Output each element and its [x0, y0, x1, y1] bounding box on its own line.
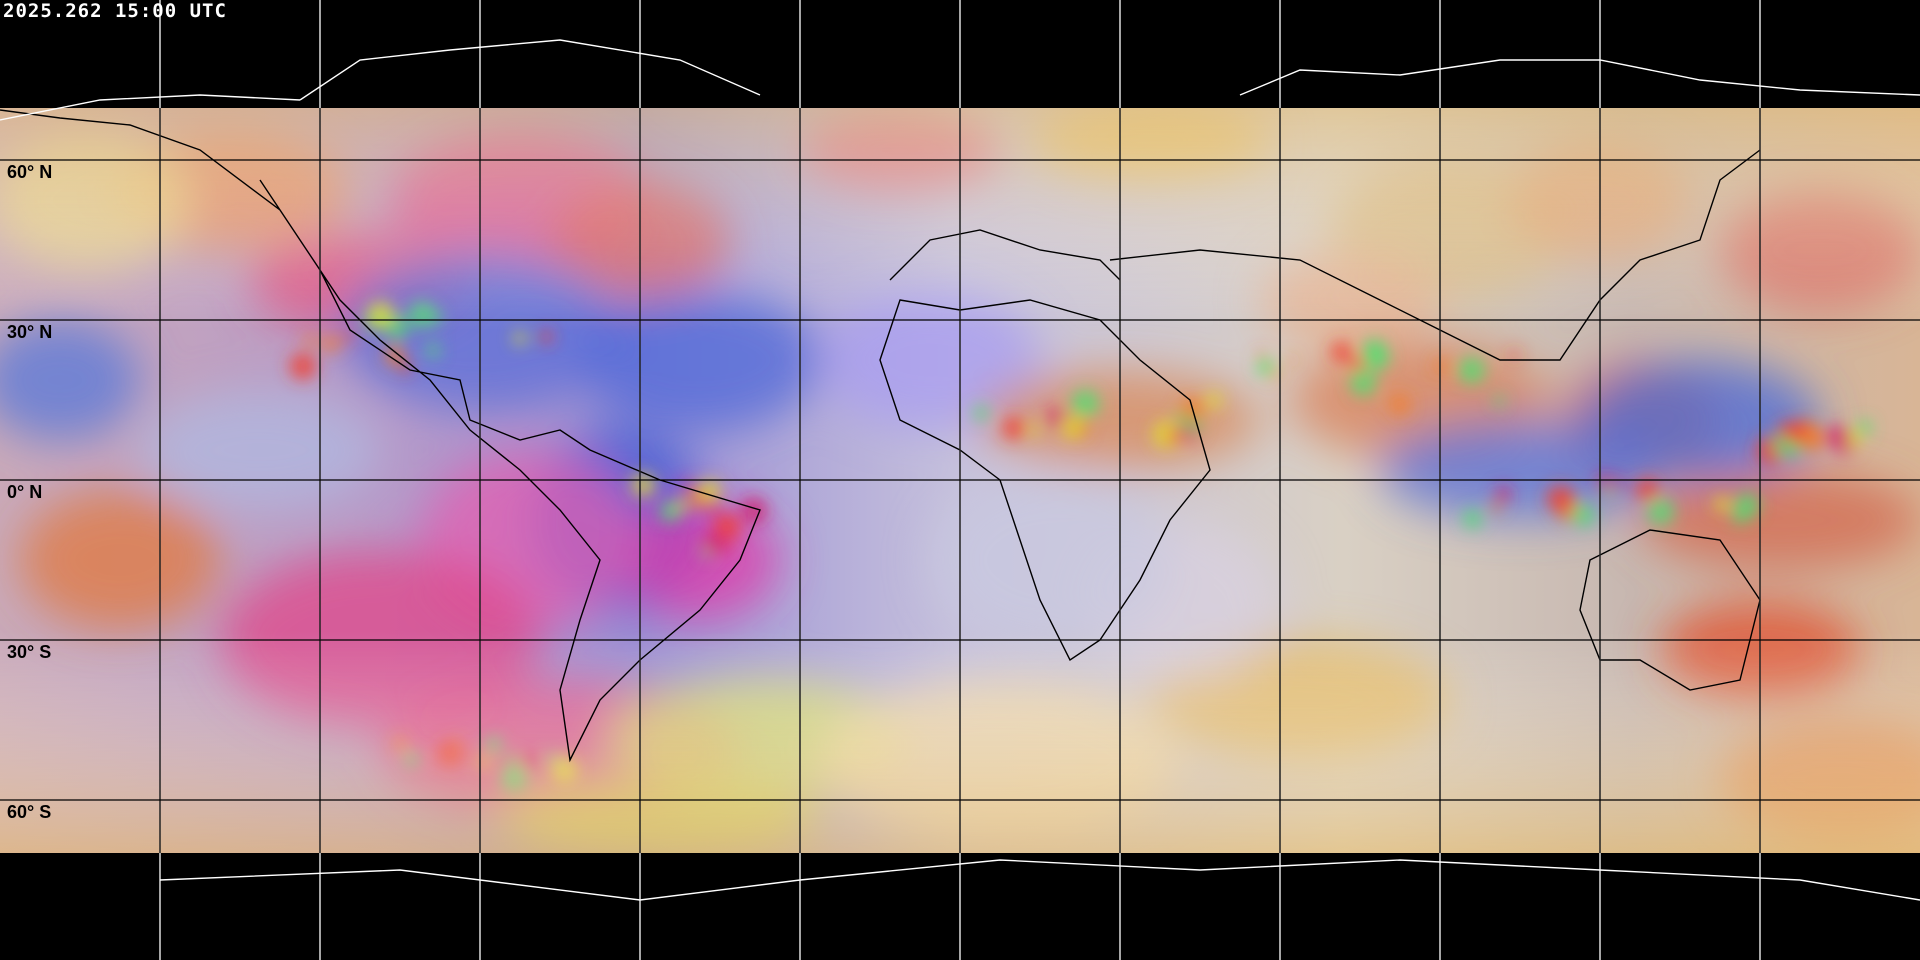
- coastline-night: [1239, 59, 1920, 96]
- lat-label-30n: 30° N: [7, 322, 53, 342]
- coastline: [1109, 149, 1761, 361]
- lat-label-60s: 60° S: [7, 802, 52, 822]
- coastline: [889, 229, 1121, 281]
- coastline-night: [299, 39, 761, 101]
- lat-label-0n: 0° N: [7, 482, 43, 502]
- coastline-night: [159, 859, 1920, 901]
- lat-label-60n: 60° N: [7, 162, 53, 182]
- coastline-night: [0, 94, 301, 121]
- lat-label-30s: 30° S: [7, 642, 52, 662]
- coastline: [1579, 529, 1761, 691]
- timestamp-label: 2025.262 15:00 UTC: [3, 0, 227, 22]
